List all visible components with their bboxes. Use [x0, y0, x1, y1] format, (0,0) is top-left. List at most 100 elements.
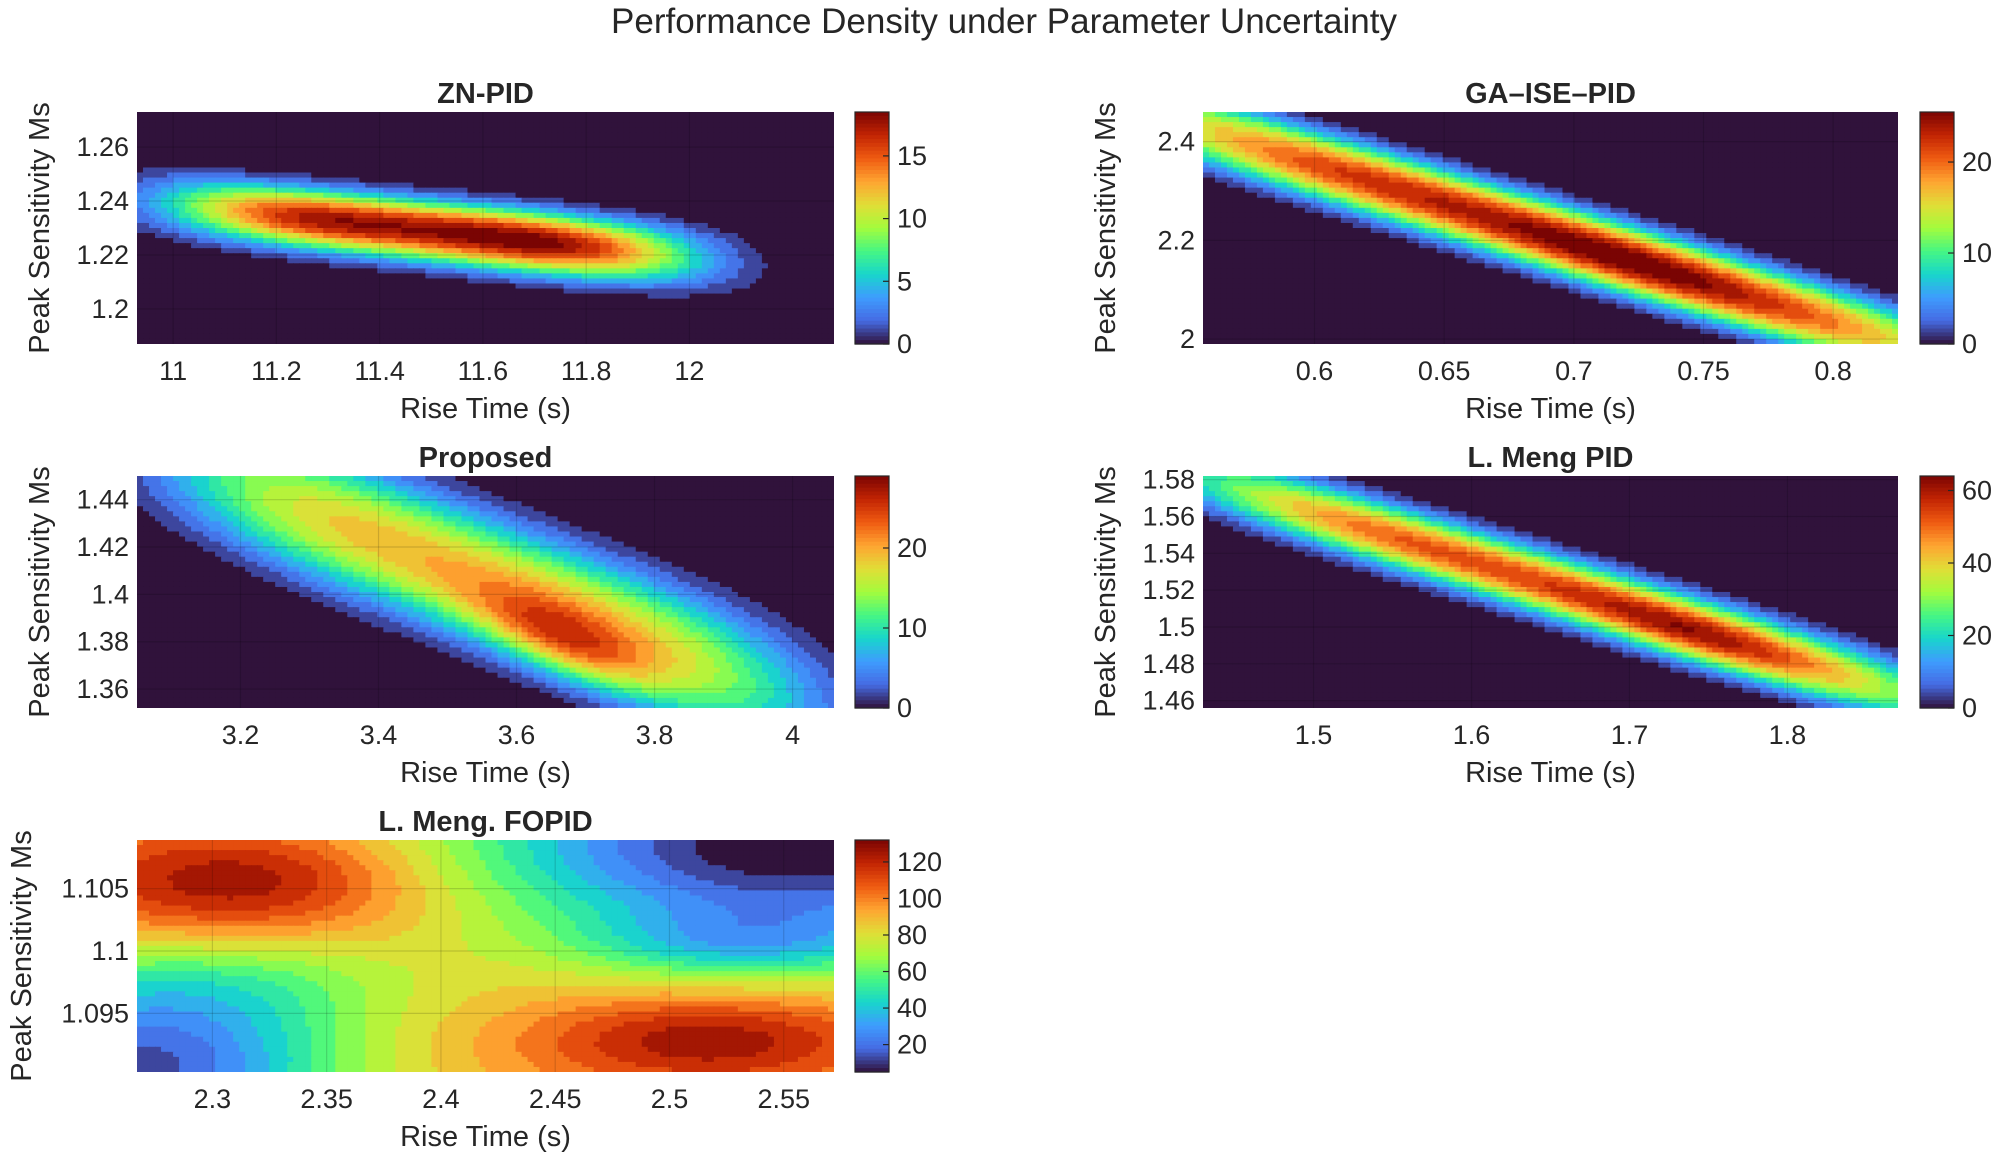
density-cell: [659, 268, 667, 274]
density-cell: [815, 318, 823, 325]
density-cell: [593, 187, 601, 194]
density-cell: [653, 137, 661, 143]
density-cell: [299, 127, 306, 133]
density-cell: [419, 222, 427, 229]
density-cell: [647, 228, 655, 234]
density-cell: [695, 323, 703, 330]
density-cell: [827, 293, 834, 300]
density-cell: [443, 137, 451, 143]
density-cell: [647, 142, 655, 148]
density-cell: [677, 313, 685, 320]
density-cell: [521, 147, 529, 153]
density-cell: [137, 122, 144, 128]
density-cell: [743, 152, 751, 158]
density-cell: [677, 167, 685, 174]
density-cell: [479, 212, 487, 219]
density-cell: [221, 263, 228, 269]
density-cell: [275, 243, 282, 249]
density-cell: [305, 233, 312, 239]
density-cell: [263, 318, 270, 325]
density-cell: [821, 288, 829, 295]
density-cell: [275, 323, 282, 330]
density-cell: [539, 177, 547, 184]
density-cell: [173, 253, 180, 259]
density-cell: [659, 228, 667, 234]
density-cell: [665, 323, 673, 330]
density-cell: [779, 268, 787, 274]
density-cell: [611, 268, 619, 274]
density-cell: [485, 303, 493, 310]
density-cell: [509, 293, 517, 300]
density-cell: [593, 202, 601, 209]
density-cell: [683, 253, 691, 259]
density-cell: [221, 313, 228, 320]
density-cell: [245, 207, 252, 214]
density-cell: [155, 217, 162, 224]
density-cell: [683, 258, 691, 264]
density-cell: [437, 228, 445, 234]
density-cell: [395, 278, 402, 285]
density-cell: [551, 318, 559, 325]
density-cell: [539, 288, 547, 295]
density-cell: [815, 112, 823, 118]
density-cell: [503, 197, 511, 204]
density-cell: [359, 278, 366, 285]
density-cell: [263, 238, 270, 244]
density-cell: [305, 172, 312, 179]
density-cell: [563, 238, 571, 244]
density-cell: [263, 127, 270, 133]
density-cell: [323, 248, 330, 254]
density-cell: [539, 217, 547, 224]
density-cell: [785, 137, 793, 143]
density-cell: [149, 207, 156, 214]
density-cell: [503, 298, 511, 305]
density-cell: [539, 253, 547, 259]
density-cell: [587, 243, 595, 249]
density-cell: [191, 122, 198, 128]
density-cell: [419, 323, 427, 330]
density-cell: [365, 263, 372, 269]
density-cell: [515, 253, 523, 259]
density-cell: [587, 202, 595, 209]
density-cell: [311, 288, 318, 295]
density-cell: [689, 233, 697, 239]
density-cell: [647, 192, 655, 199]
density-cell: [575, 253, 583, 259]
density-cell: [299, 283, 306, 290]
density-cell: [647, 263, 655, 269]
density-cell: [587, 132, 595, 138]
density-cell: [611, 243, 619, 249]
density-cell: [203, 127, 210, 133]
density-cell: [677, 182, 685, 189]
density-cell: [785, 122, 793, 128]
density-cell: [821, 318, 829, 325]
density-cell: [215, 122, 222, 128]
density-cell: [353, 243, 360, 249]
density-cell: [329, 228, 336, 234]
density-cell: [329, 167, 336, 174]
density-cell: [611, 162, 619, 169]
density-cell: [737, 228, 745, 234]
density-cell: [809, 222, 817, 229]
density-cell: [179, 197, 186, 204]
density-cell: [515, 197, 523, 204]
density-cell: [779, 157, 787, 164]
density-cell: [677, 228, 685, 234]
density-cell: [641, 157, 649, 164]
density-cell: [575, 222, 583, 229]
density-cell: [527, 172, 535, 179]
density-cell: [635, 283, 643, 290]
density-cell: [377, 253, 384, 259]
density-cell: [419, 253, 427, 259]
density-cell: [515, 238, 523, 244]
density-cell: [611, 298, 619, 305]
density-cell: [647, 303, 655, 310]
density-cell: [497, 288, 505, 295]
density-cell: [467, 207, 475, 214]
density-cell: [371, 288, 378, 295]
density-cell: [605, 248, 613, 254]
density-cell: [239, 152, 246, 158]
density-cell: [767, 202, 775, 209]
density-cell: [389, 243, 396, 249]
density-cell: [587, 313, 595, 320]
